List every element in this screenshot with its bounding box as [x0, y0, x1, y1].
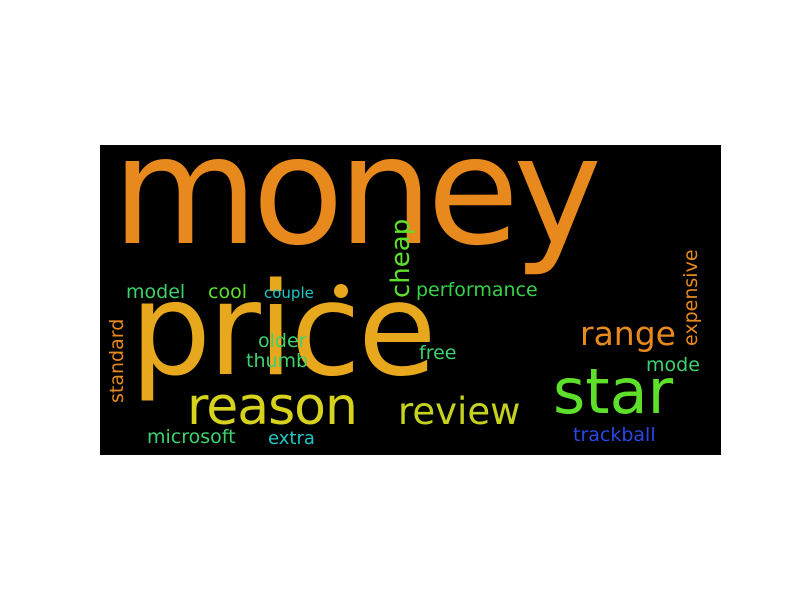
word-performance: performance — [416, 279, 538, 301]
word-thumb: thumb — [246, 350, 309, 372]
word-mode: mode — [646, 354, 700, 376]
word-expensive: expensive — [680, 249, 702, 346]
word-price: price — [130, 256, 437, 405]
word-reason: reason — [187, 377, 358, 437]
word-microsoft: microsoft — [147, 426, 236, 448]
word-standard: standard — [106, 318, 128, 403]
word-star: star — [553, 355, 674, 428]
word-review: review — [398, 390, 521, 433]
word-couple: couple — [264, 284, 314, 302]
word-older: older — [258, 330, 307, 352]
word-range: range — [580, 314, 676, 353]
word-free: free — [419, 342, 457, 364]
word-money: money — [112, 145, 602, 279]
word-trackball: trackball — [573, 424, 656, 446]
word-model: model — [126, 281, 186, 303]
word-cheap: cheap — [386, 218, 416, 298]
decorative-dot — [334, 284, 348, 298]
word-extra: extra — [268, 428, 315, 449]
word-cloud: money price star reason review range che… — [100, 145, 721, 455]
word-cool: cool — [208, 281, 247, 303]
